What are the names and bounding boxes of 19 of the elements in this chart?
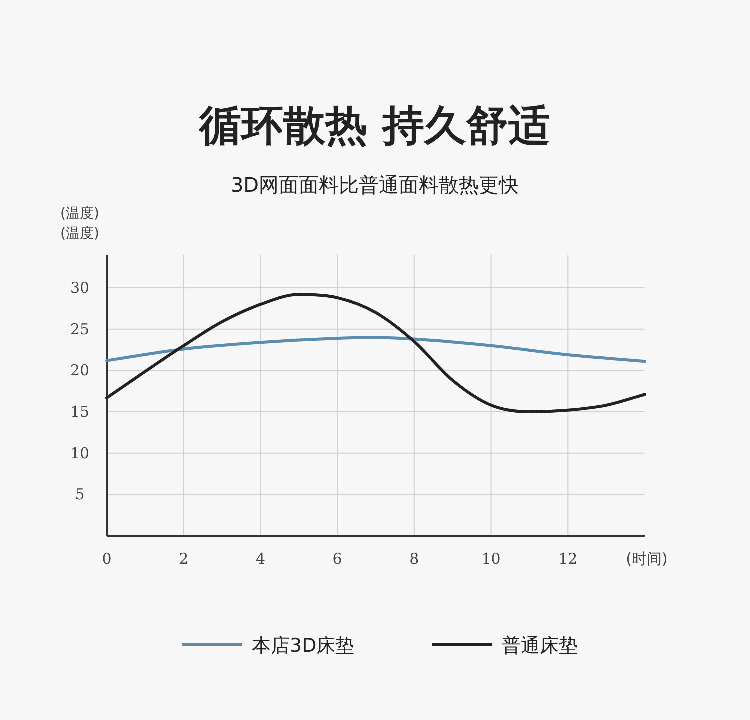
x-tick-label: 6 xyxy=(332,550,342,568)
legend-label: 本店3D床垫 xyxy=(252,635,355,657)
x-tick-label: 2 xyxy=(179,550,189,568)
y-axis-title: (温度) (温度) xyxy=(60,206,100,242)
chart-subtitle: 3D网面面料比普通面料散热更快 xyxy=(230,173,520,197)
y-tick-label: 15 xyxy=(70,403,90,422)
chart-title: 循环散热 持久舒适 xyxy=(198,101,550,150)
legend-label: 普通床垫 xyxy=(502,635,578,657)
x-tick-label: 12 xyxy=(558,550,578,568)
x-axis-title: (时间) xyxy=(626,550,668,568)
x-tick-label: 10 xyxy=(482,550,501,568)
y-tick-label: 25 xyxy=(70,320,90,338)
y-tick-label: 20 xyxy=(70,362,90,380)
y-tick-label: 10 xyxy=(70,444,90,462)
x-tick-label: 8 xyxy=(410,550,420,568)
y-tick-label: 30 xyxy=(70,279,90,298)
x-tick-label: 4 xyxy=(256,550,266,568)
x-tick-label: 0 xyxy=(102,550,112,568)
y-tick-label: 5 xyxy=(75,486,85,504)
